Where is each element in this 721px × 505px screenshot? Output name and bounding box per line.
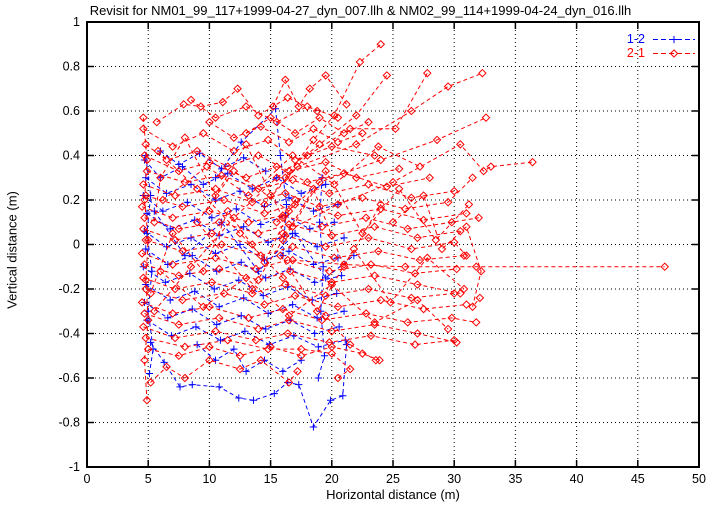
y-tick-label: -1 — [69, 460, 80, 474]
y-tick-label: -0.8 — [58, 416, 80, 430]
y-tick-label: -0.4 — [58, 327, 80, 341]
x-tick-label: 20 — [325, 472, 339, 486]
x-tick-label: 35 — [508, 472, 522, 486]
y-tick-label: 1 — [73, 15, 80, 29]
y-tick-label: 0 — [73, 238, 80, 252]
x-tick-label: 5 — [145, 472, 152, 486]
x-tick-label: 10 — [202, 472, 216, 486]
y-tick-label: 0.4 — [63, 149, 80, 163]
x-tick-label: 45 — [631, 472, 645, 486]
legend-item-2-1: 2-1 — [627, 47, 697, 60]
x-tick-label: 30 — [447, 472, 461, 486]
series-2-1-markers — [137, 39, 670, 405]
x-tick-label: 40 — [570, 472, 584, 486]
y-tick-label: -0.2 — [58, 282, 80, 296]
series-2-1 — [137, 39, 670, 405]
series-1-2 — [139, 105, 358, 431]
x-tick-label: 50 — [692, 472, 706, 486]
x-tick-label: 0 — [84, 472, 91, 486]
x-tick-label: 25 — [386, 472, 400, 486]
chart-title: Revisit for NM01_99_117+1999-04-27_dyn_0… — [89, 3, 632, 18]
x-tick-label: 15 — [264, 472, 278, 486]
axis-ticks: 0 5 10 15 20 25 30 35 40 45 50 1 0.8 0.6 0.4 0.2 0 -0.2 -0… — [58, 15, 706, 486]
y-tick-label: 0.8 — [63, 60, 80, 74]
y-tick-label: 0.2 — [63, 193, 80, 207]
legend-label-2-1: 2-1 — [626, 46, 645, 60]
x-axis-title: Horizontal distance (m) — [326, 487, 460, 502]
series-1-2-lines — [142, 107, 355, 429]
legend-label-1-2: 1-2 — [626, 32, 645, 46]
y-tick-label: -0.6 — [58, 371, 80, 385]
plot-border — [86, 21, 700, 468]
legend-item-1-2: 1-2 — [627, 33, 697, 46]
legend-sample-plus-icon — [653, 35, 695, 44]
legend-sample-diamond-icon — [653, 49, 695, 58]
gridlines — [87, 22, 699, 467]
legend: 1-2 2-1 — [627, 33, 697, 61]
series-2-1-lines — [141, 43, 665, 401]
y-tick-label: 0.6 — [63, 104, 80, 118]
